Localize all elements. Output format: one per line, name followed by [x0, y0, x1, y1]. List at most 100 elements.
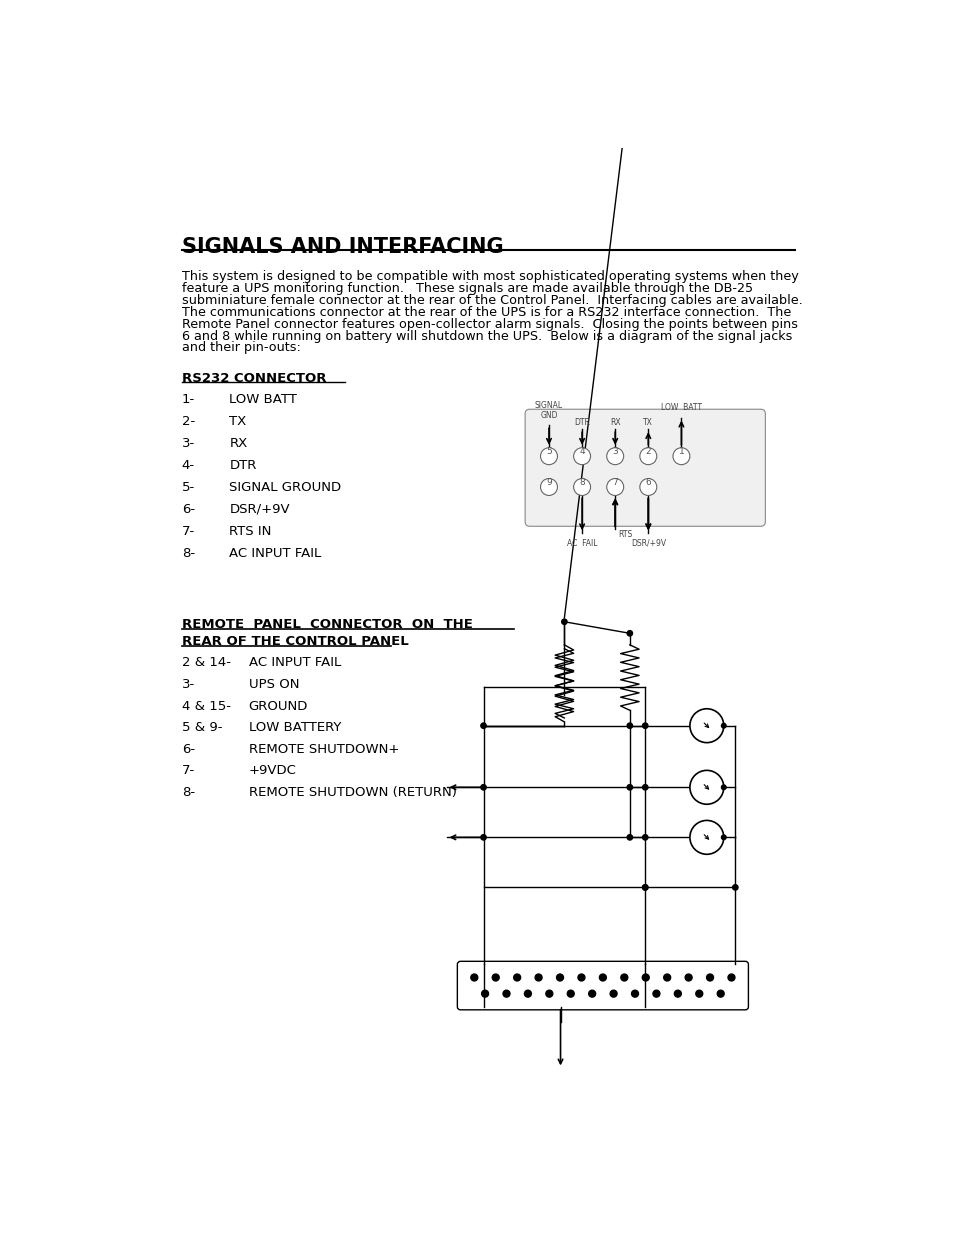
Circle shape — [674, 990, 680, 997]
Text: RTS: RTS — [618, 530, 632, 540]
Circle shape — [641, 974, 649, 981]
Text: LOW BATTERY: LOW BATTERY — [249, 721, 341, 734]
Circle shape — [689, 771, 723, 804]
Text: and their pin-outs:: and their pin-outs: — [181, 341, 300, 354]
Text: SIGNAL GROUND: SIGNAL GROUND — [229, 480, 341, 494]
Circle shape — [480, 835, 486, 840]
Text: RX: RX — [229, 437, 248, 450]
Text: 2: 2 — [645, 447, 651, 456]
Text: The communications connector at the rear of the UPS is for a RS232 interface con: The communications connector at the rear… — [181, 306, 790, 319]
Text: 2-: 2- — [181, 415, 194, 429]
Circle shape — [588, 990, 595, 997]
Circle shape — [606, 478, 623, 495]
FancyBboxPatch shape — [524, 409, 764, 526]
Text: AC INPUT FAIL: AC INPUT FAIL — [229, 547, 321, 559]
Text: RX: RX — [609, 417, 619, 427]
Text: 3-: 3- — [181, 678, 194, 690]
Text: 8: 8 — [578, 478, 584, 487]
Text: AC INPUT FAIL: AC INPUT FAIL — [249, 656, 340, 669]
Text: Remote Panel connector features open-collector alarm signals.  Closing the point: Remote Panel connector features open-col… — [181, 317, 797, 331]
Circle shape — [706, 974, 713, 981]
Circle shape — [606, 448, 623, 464]
Text: TX: TX — [642, 417, 653, 427]
Text: 2 & 14-: 2 & 14- — [181, 656, 231, 669]
Circle shape — [689, 820, 723, 855]
Circle shape — [626, 784, 632, 790]
Text: 8-: 8- — [181, 785, 194, 799]
Circle shape — [561, 619, 566, 625]
Text: DTR: DTR — [229, 459, 256, 472]
Text: UPS ON: UPS ON — [249, 678, 299, 690]
Circle shape — [639, 478, 656, 495]
Circle shape — [732, 884, 738, 890]
Circle shape — [663, 974, 670, 981]
Text: 1: 1 — [678, 447, 683, 456]
Text: SIGNALS AND INTERFACING: SIGNALS AND INTERFACING — [181, 237, 503, 257]
Circle shape — [480, 784, 486, 790]
Circle shape — [492, 974, 498, 981]
Circle shape — [639, 448, 656, 464]
Circle shape — [535, 974, 541, 981]
Text: REMOTE  PANEL  CONNECTOR  ON  THE: REMOTE PANEL CONNECTOR ON THE — [181, 618, 472, 631]
Circle shape — [540, 448, 557, 464]
Text: REMOTE SHUTDOWN+: REMOTE SHUTDOWN+ — [249, 742, 398, 756]
Text: DSR/+9V: DSR/+9V — [630, 538, 665, 547]
Circle shape — [573, 478, 590, 495]
Text: 8-: 8- — [181, 547, 194, 559]
Text: 7-: 7- — [181, 764, 194, 777]
Text: 5: 5 — [545, 447, 551, 456]
Circle shape — [684, 974, 691, 981]
Circle shape — [578, 974, 584, 981]
Circle shape — [626, 631, 632, 636]
Text: 6-: 6- — [181, 503, 194, 516]
Circle shape — [556, 974, 563, 981]
Text: 3: 3 — [612, 447, 618, 456]
Circle shape — [727, 974, 734, 981]
Circle shape — [540, 478, 557, 495]
Text: DTR: DTR — [574, 417, 589, 427]
Text: SIGNAL
GND: SIGNAL GND — [535, 400, 562, 420]
Circle shape — [720, 785, 725, 789]
Text: 5 & 9-: 5 & 9- — [181, 721, 222, 734]
Circle shape — [689, 709, 723, 742]
Circle shape — [598, 974, 606, 981]
Circle shape — [642, 884, 647, 890]
Text: 7-: 7- — [181, 525, 194, 537]
Circle shape — [642, 784, 647, 790]
Text: 6: 6 — [645, 478, 651, 487]
FancyBboxPatch shape — [456, 961, 748, 1010]
Text: 7: 7 — [612, 478, 618, 487]
Circle shape — [513, 974, 520, 981]
Circle shape — [481, 990, 488, 997]
Text: 4-: 4- — [181, 459, 194, 472]
Text: AC  FAIL: AC FAIL — [566, 538, 597, 547]
Circle shape — [626, 722, 632, 729]
Text: 6-: 6- — [181, 742, 194, 756]
Text: subminiature female connector at the rear of the Control Panel.  Interfacing cab: subminiature female connector at the rea… — [181, 294, 801, 306]
Circle shape — [545, 990, 552, 997]
Circle shape — [471, 974, 477, 981]
Text: 9: 9 — [545, 478, 551, 487]
Text: LOW  BATT: LOW BATT — [660, 404, 701, 412]
Circle shape — [610, 990, 617, 997]
Text: feature a UPS monitoring function.   These signals are made available through th: feature a UPS monitoring function. These… — [181, 282, 752, 295]
Text: RS232 CONNECTOR: RS232 CONNECTOR — [181, 372, 326, 384]
Circle shape — [573, 448, 590, 464]
Circle shape — [620, 974, 627, 981]
Text: TX: TX — [229, 415, 247, 429]
Text: DSR/+9V: DSR/+9V — [229, 503, 290, 516]
Text: GROUND: GROUND — [249, 699, 308, 713]
Circle shape — [695, 990, 702, 997]
Text: RTS IN: RTS IN — [229, 525, 272, 537]
Circle shape — [642, 884, 647, 890]
Text: +9VDC: +9VDC — [249, 764, 296, 777]
Text: 5-: 5- — [181, 480, 194, 494]
Text: 4: 4 — [578, 447, 584, 456]
Text: REAR OF THE CONTROL PANEL: REAR OF THE CONTROL PANEL — [181, 635, 408, 648]
Text: This system is designed to be compatible with most sophisticated operating syste: This system is designed to be compatible… — [181, 270, 798, 283]
Text: 6 and 8 while running on battery will shutdown the UPS.  Below is a diagram of t: 6 and 8 while running on battery will sh… — [181, 330, 791, 342]
Circle shape — [642, 722, 647, 729]
Circle shape — [567, 990, 574, 997]
Circle shape — [652, 990, 659, 997]
Circle shape — [720, 835, 725, 840]
